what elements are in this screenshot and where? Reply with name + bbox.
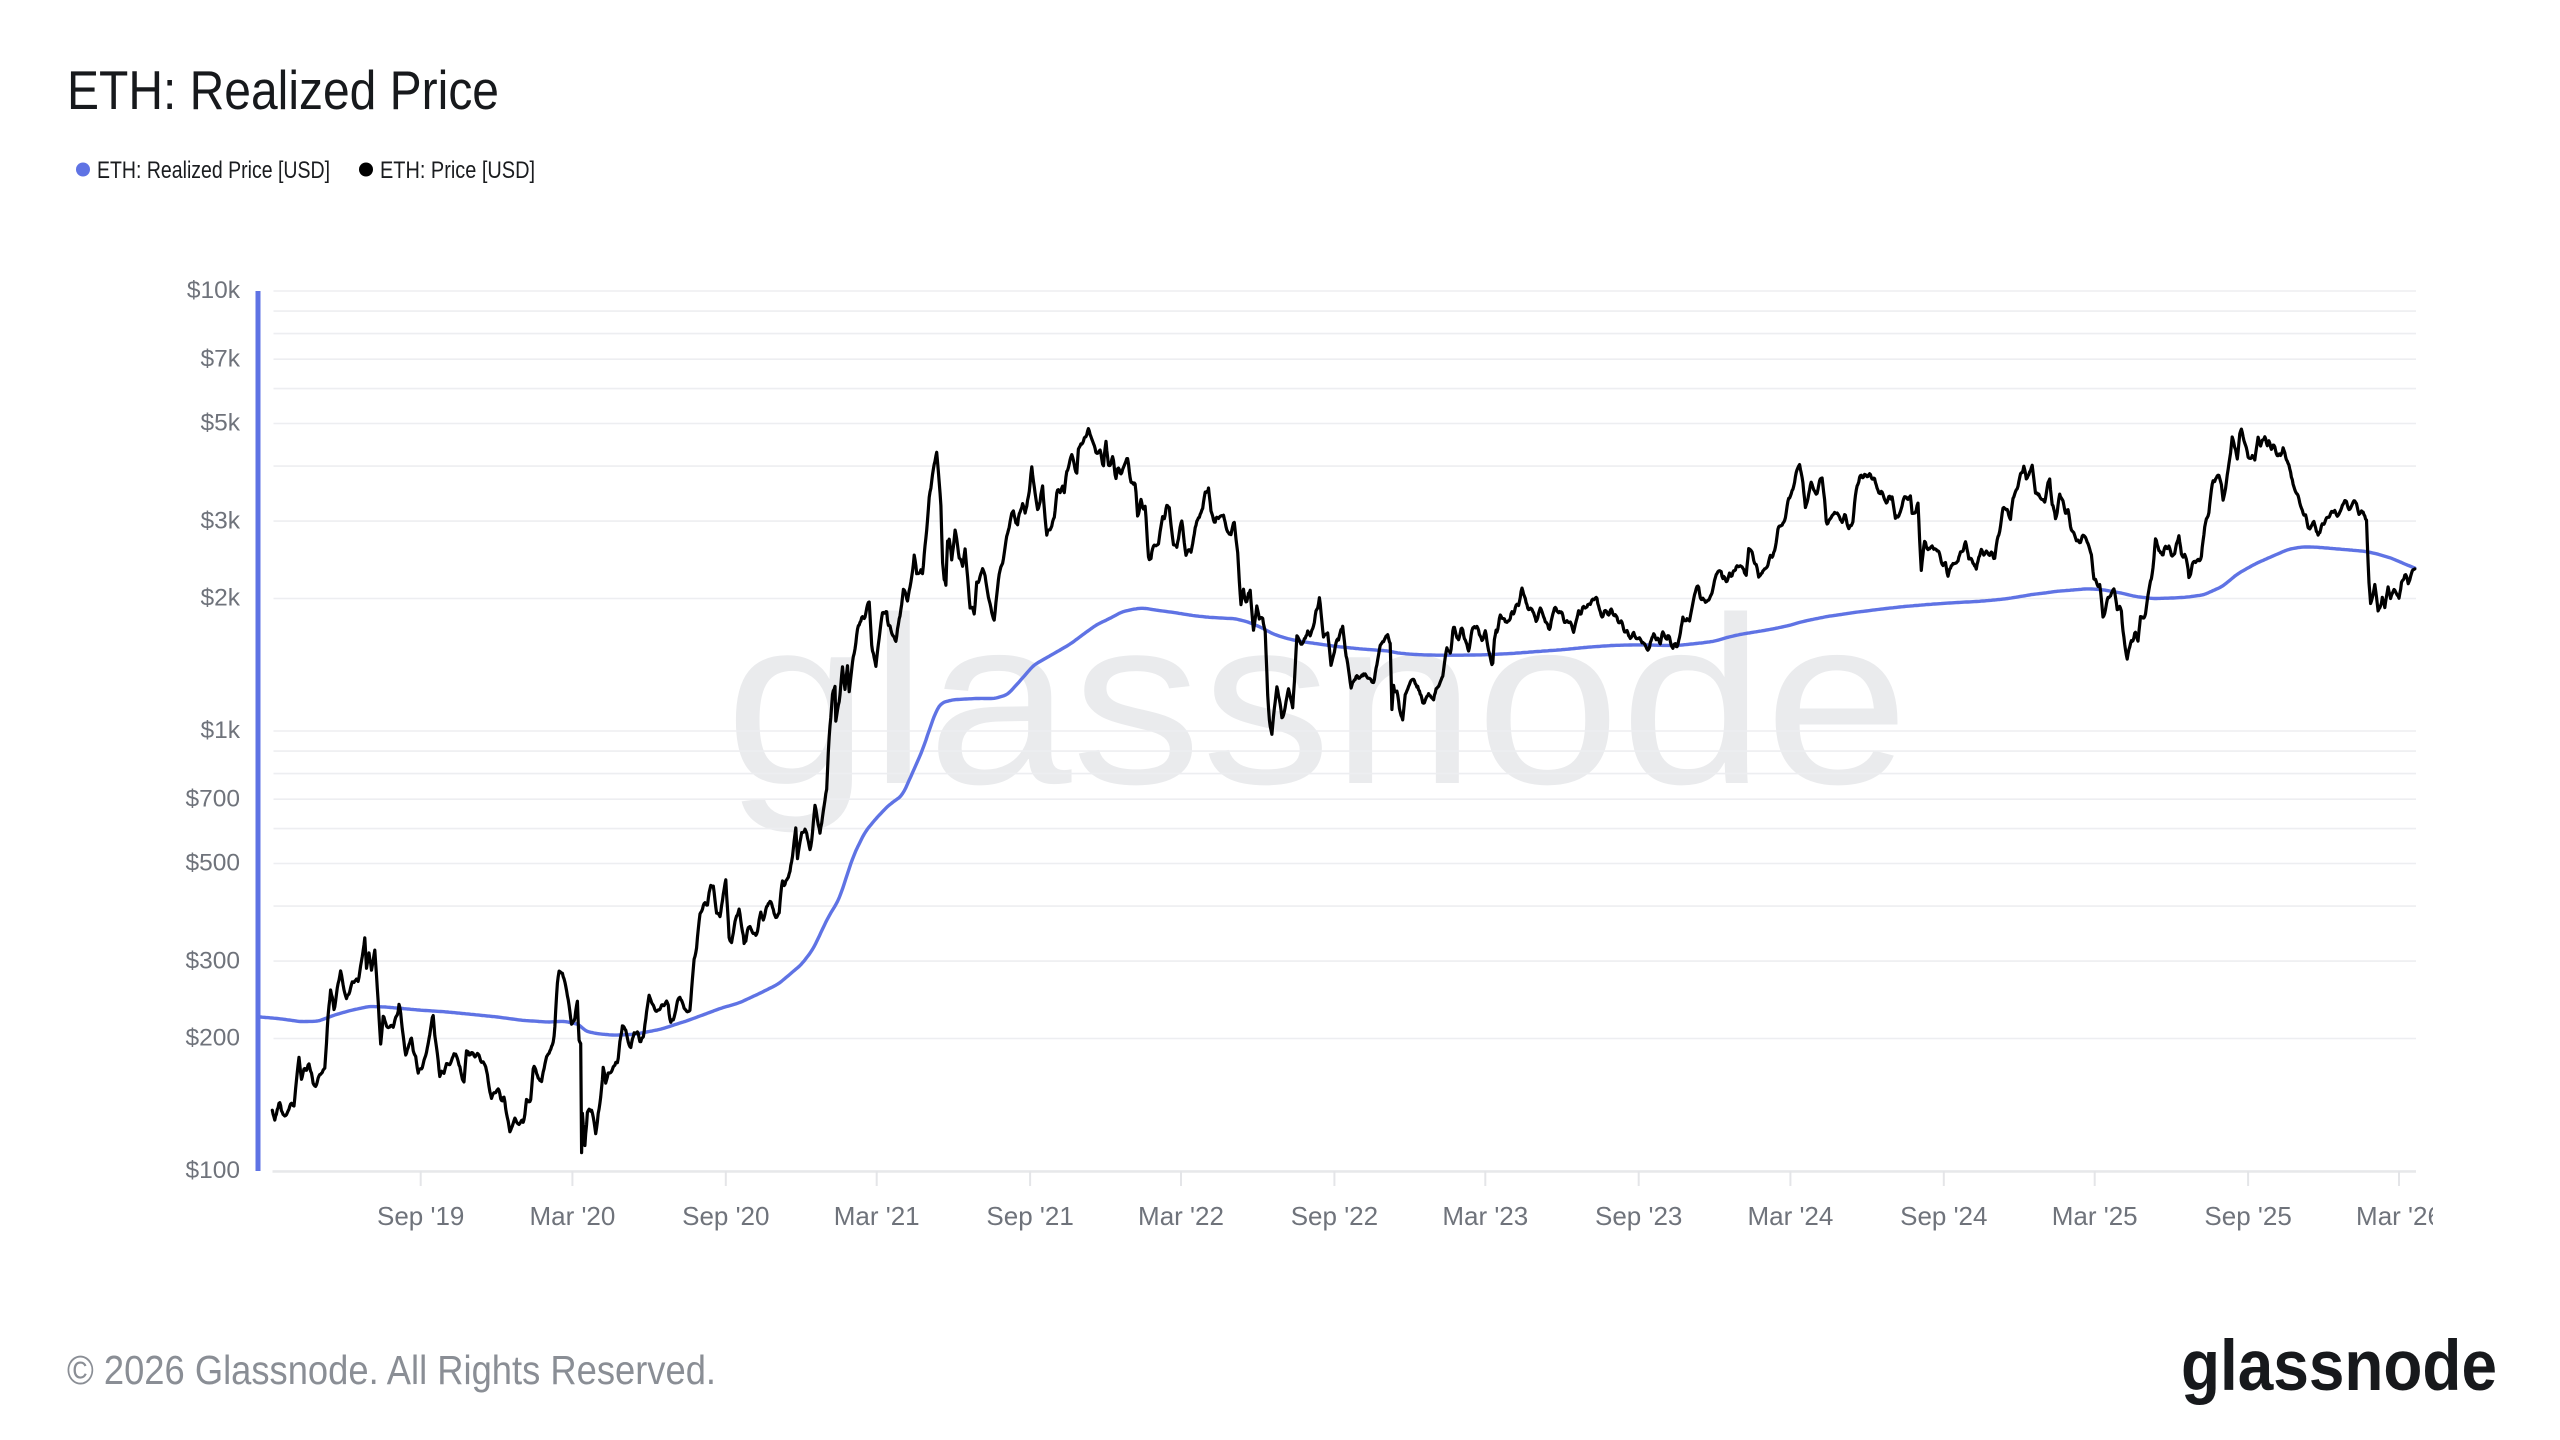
svg-text:$2k: $2k [200, 585, 240, 612]
svg-text:Mar '20: Mar '20 [529, 1201, 615, 1231]
svg-text:Sep '21: Sep '21 [986, 1201, 1073, 1231]
svg-text:Sep '22: Sep '22 [1291, 1201, 1378, 1231]
svg-text:Mar '21: Mar '21 [834, 1201, 920, 1231]
svg-text:$700: $700 [185, 785, 240, 812]
svg-text:Mar '22: Mar '22 [1138, 1201, 1224, 1231]
svg-text:Sep '19: Sep '19 [377, 1201, 464, 1231]
svg-text:Mar '26: Mar '26 [2356, 1201, 2442, 1231]
svg-text:$5k: $5k [200, 410, 240, 437]
svg-text:ETH: Realized Price [USD]: ETH: Realized Price [USD] [97, 157, 330, 184]
svg-text:© 2026 Glassnode. All Rights R: © 2026 Glassnode. All Rights Reserved. [67, 1347, 716, 1393]
svg-text:Mar '24: Mar '24 [1747, 1201, 1833, 1231]
svg-text:Sep '24: Sep '24 [1900, 1201, 1987, 1231]
svg-text:ETH: Realized Price: ETH: Realized Price [67, 59, 499, 121]
svg-text:Mar '23: Mar '23 [1442, 1201, 1528, 1231]
svg-text:$300: $300 [185, 947, 240, 974]
svg-text:Sep '23: Sep '23 [1595, 1201, 1682, 1231]
svg-text:$1k: $1k [200, 717, 240, 744]
svg-text:Mar '25: Mar '25 [2052, 1201, 2138, 1231]
svg-text:Sep '25: Sep '25 [2204, 1201, 2291, 1231]
svg-text:ETH: Price [USD]: ETH: Price [USD] [380, 157, 535, 184]
svg-text:Sep '20: Sep '20 [682, 1201, 769, 1231]
svg-text:glassnode: glassnode [2181, 1327, 2497, 1406]
svg-text:$200: $200 [185, 1025, 240, 1052]
svg-text:$7k: $7k [200, 345, 240, 372]
svg-text:$10k: $10k [187, 277, 241, 304]
svg-text:$100: $100 [185, 1157, 240, 1184]
svg-text:$3k: $3k [200, 507, 240, 534]
svg-text:$500: $500 [185, 850, 240, 877]
